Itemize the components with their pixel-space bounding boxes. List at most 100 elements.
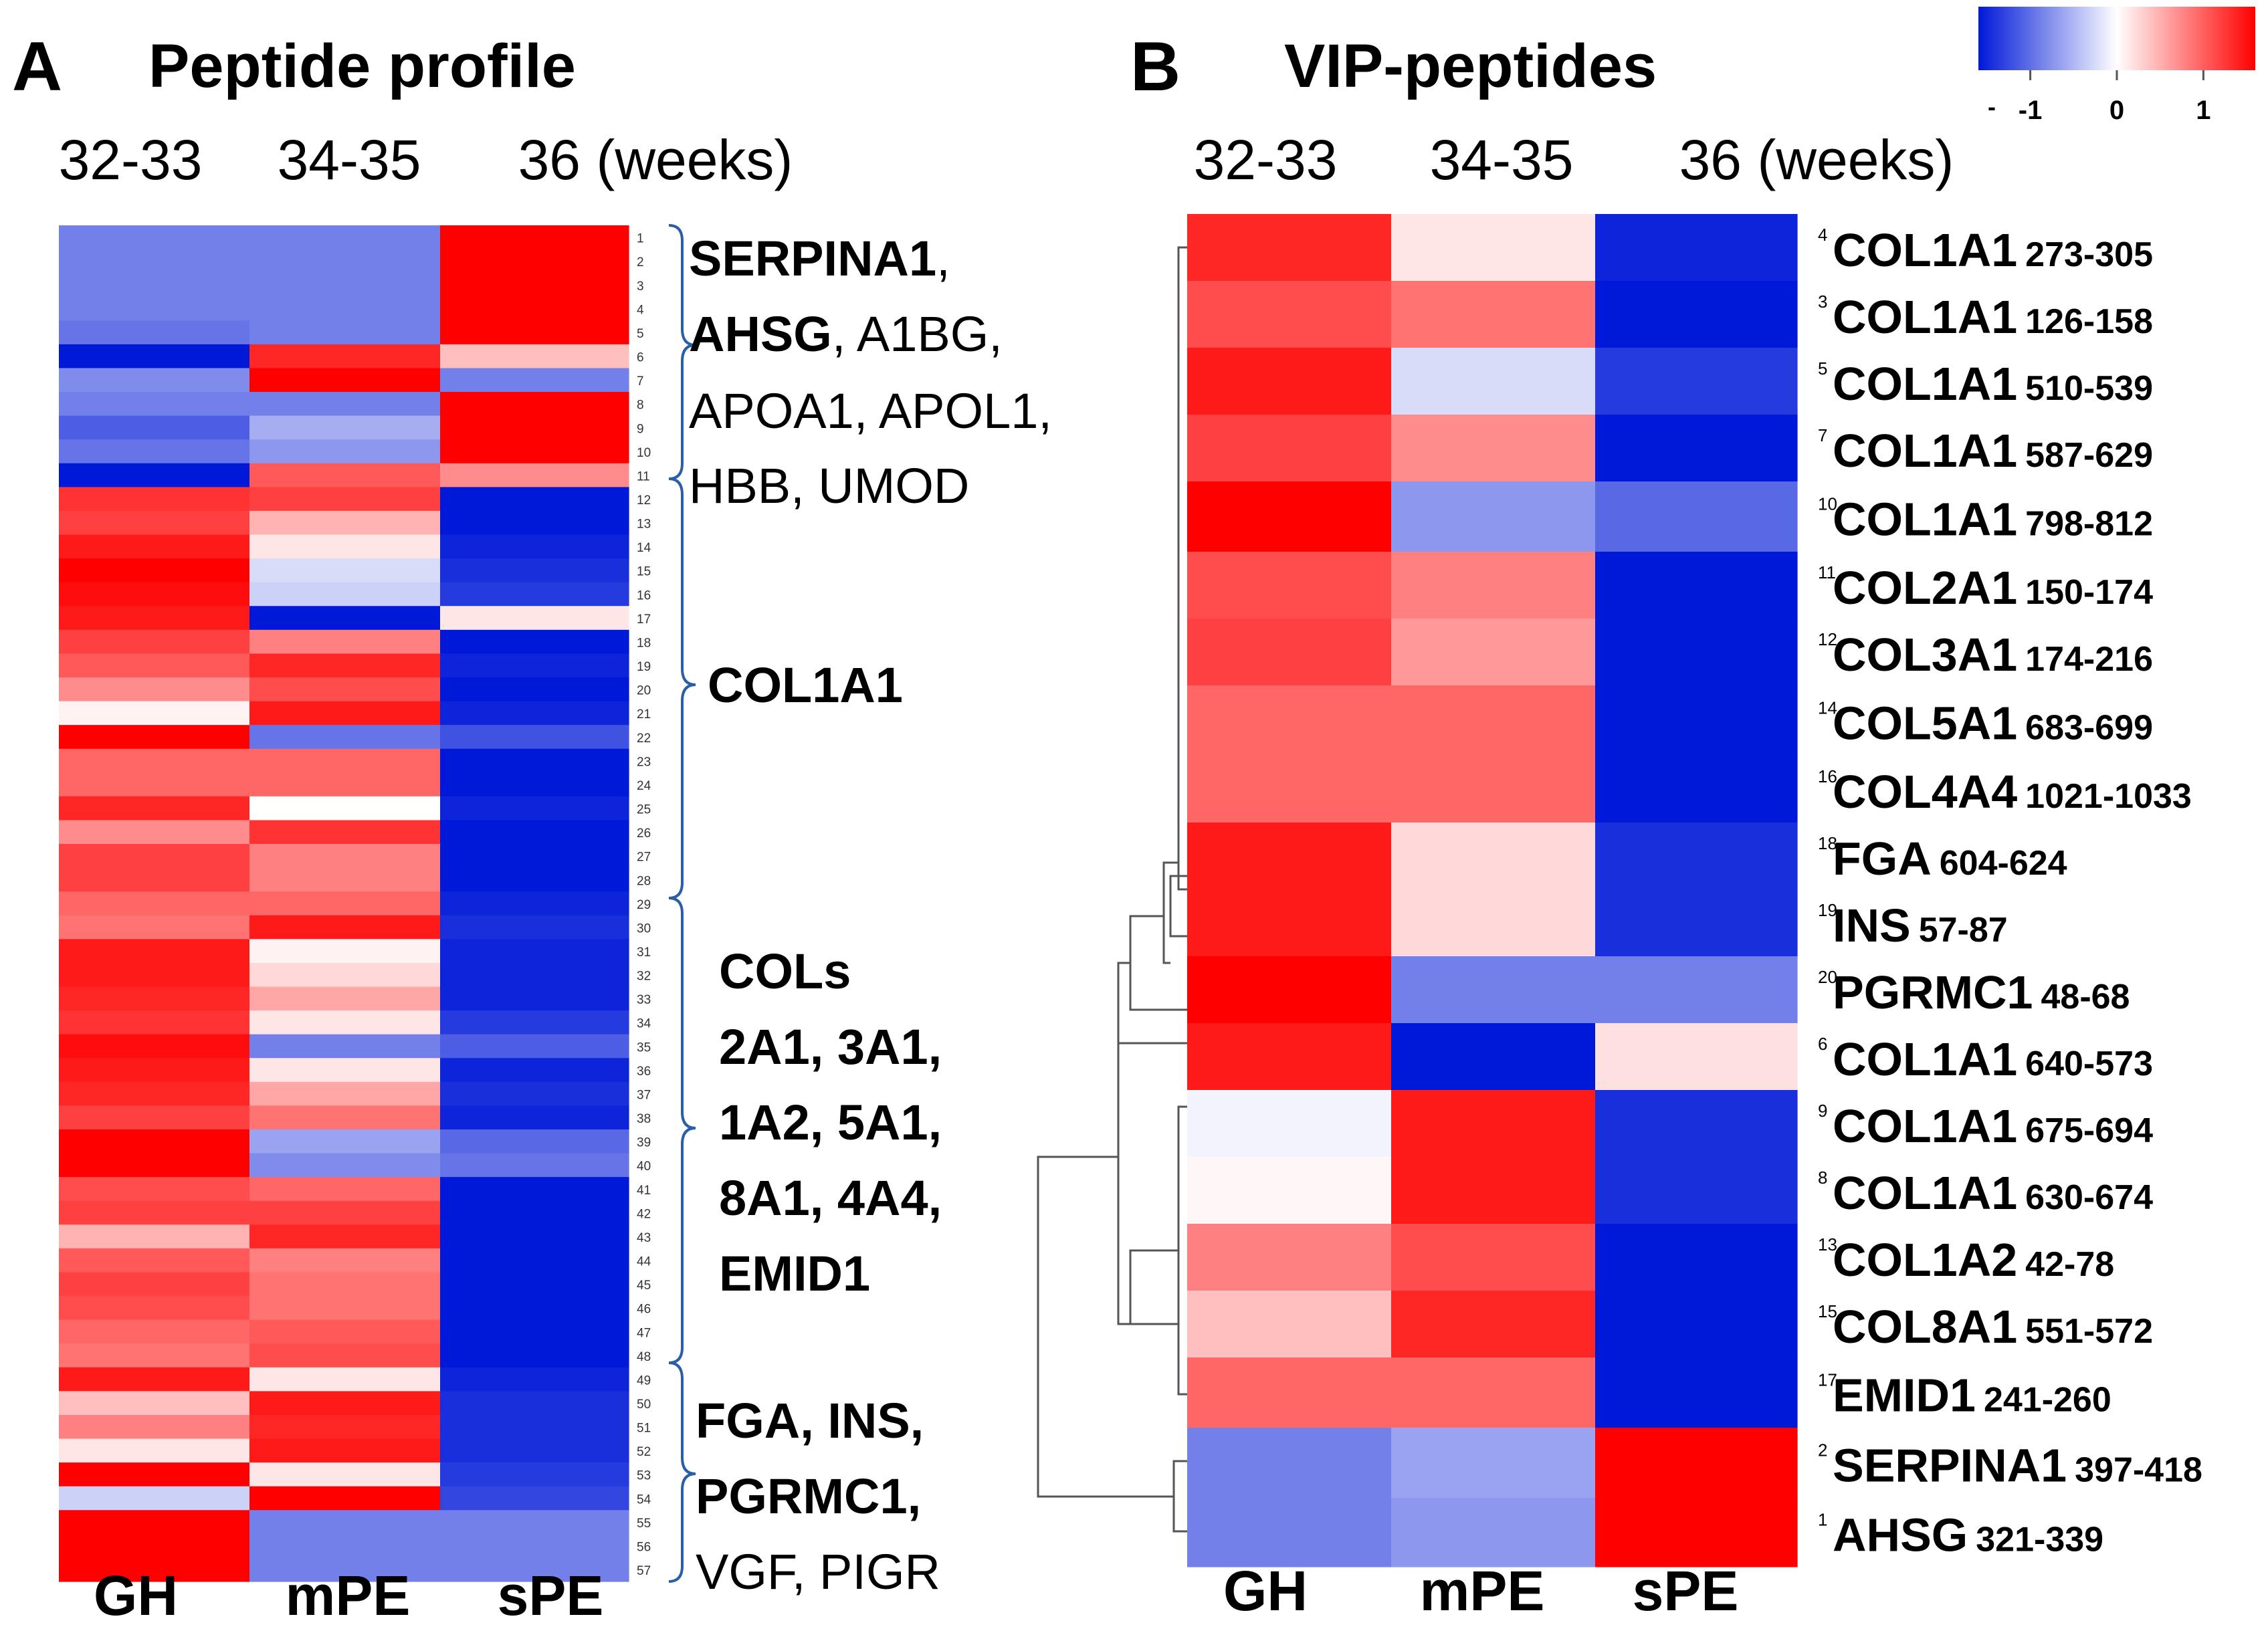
panel-a-row-label: 35 xyxy=(637,1040,651,1055)
panel-b-title: VIP-peptides xyxy=(1284,32,1657,100)
panel-b-row-protein: COL1A1 xyxy=(1833,224,2017,276)
panel-a-cell-r11-c1 xyxy=(59,463,250,487)
panel-a-cell-r10-c3 xyxy=(440,439,629,464)
panel-b-cell-r3-c3 xyxy=(1595,348,1798,415)
panel-b-row-protein: COL1A1 xyxy=(1833,1033,2017,1085)
panel-a-cell-r33-c2 xyxy=(249,986,441,1011)
panel-a-cell-r34-c1 xyxy=(59,1010,250,1035)
group-3-line-2: 2A1, 3A1, xyxy=(719,1019,942,1075)
panel-a-cell-r55-c1 xyxy=(59,1510,250,1535)
panel-b-row-label: COL5A1 683-699 xyxy=(1833,697,2153,750)
panel-a-cell-r39-c1 xyxy=(59,1129,250,1154)
panel-b-row-range: 510-539 xyxy=(2025,369,2153,408)
group-2-label: COL1A1 xyxy=(708,657,903,713)
panel-a-cell-r8-c2 xyxy=(249,392,441,417)
panel-a-cell-r32-c3 xyxy=(440,962,629,988)
panel-b-cell-r9-c2 xyxy=(1391,756,1596,823)
panel-b-cell-r5-c1 xyxy=(1187,481,1392,552)
panel-b-cell-r10-c3 xyxy=(1595,823,1798,890)
panel-b-cell-r5-c2 xyxy=(1391,481,1596,552)
panel-a-row-label: 25 xyxy=(637,803,651,817)
panel-b-cell-r5-c3 xyxy=(1595,481,1798,552)
panel-a-cell-r50-c1 xyxy=(59,1391,250,1416)
panel-b-cell-r17-c2 xyxy=(1391,1291,1596,1358)
panel-b-row-label: COL4A4 1021-1033 xyxy=(1833,766,2192,818)
colorbar-minus-prefix: - xyxy=(1988,93,1996,120)
panel-b-cell-r18-c2 xyxy=(1391,1357,1596,1428)
panel-b-row-label: COL1A1 510-539 xyxy=(1833,358,2153,410)
panel-a-row-label: 38 xyxy=(637,1112,651,1126)
panel-a-cell-r43-c2 xyxy=(249,1224,441,1249)
panel-a-cell-r20-c1 xyxy=(59,677,250,702)
group-4-line-1: FGA, INS, xyxy=(696,1393,924,1448)
panel-b-row-protein: SERPINA1 xyxy=(1833,1440,2067,1492)
panel-b-row-protein: COL3A1 xyxy=(1833,629,2017,681)
panel-a-cell-r6-c2 xyxy=(249,344,441,369)
panel-a-cell-r43-c1 xyxy=(59,1224,250,1249)
panel-a-cell-r50-c2 xyxy=(249,1391,441,1416)
panel-a-cell-r41-c2 xyxy=(249,1177,441,1202)
panel-a-cell-r3-c3 xyxy=(440,273,629,298)
panel-b-row-protein: EMID1 xyxy=(1833,1370,1976,1422)
panel-a-row-label: 1 xyxy=(637,232,644,246)
panel-b-row-range: 57-87 xyxy=(1919,911,2008,950)
panel-a-cell-r24-c3 xyxy=(440,772,629,797)
panel-a-row-label: 10 xyxy=(637,446,651,460)
panel-a-row-label: 51 xyxy=(637,1422,651,1436)
panel-b-row-number: 12 xyxy=(1818,629,1837,649)
panel-a-cell-r2-c2 xyxy=(249,249,441,273)
panel-a-cell-r31-c1 xyxy=(59,939,250,964)
panel-b-row-label: COL3A1 174-216 xyxy=(1833,629,2153,681)
panel-a-cell-r20-c3 xyxy=(440,677,629,702)
dendro-branch-mid xyxy=(1117,1003,1130,1325)
panel-a-row-label: 45 xyxy=(637,1279,651,1293)
group-1-line-2: AHSG, A1BG, xyxy=(689,306,1003,362)
panel-a-cell-r26-c3 xyxy=(440,820,629,845)
dendro-branch-fga-ins xyxy=(1169,875,1187,938)
panel-b-row-number: 10 xyxy=(1818,494,1837,514)
panel-a-cell-r16-c2 xyxy=(249,582,441,607)
panel-b-cell-r7-c1 xyxy=(1187,619,1392,686)
panel-a-cell-r52-c2 xyxy=(249,1438,441,1463)
bracket-group-1 xyxy=(668,224,696,480)
panel-b-row-protein: COL1A1 xyxy=(1833,291,2017,343)
panel-a-row-label: 52 xyxy=(637,1445,651,1459)
panel-a-row-label: 33 xyxy=(637,993,651,1007)
panel-a-row-label: 37 xyxy=(637,1088,651,1102)
panel-a-cell-r31-c2 xyxy=(249,939,441,964)
panel-a-cell-r10-c1 xyxy=(59,439,250,464)
panel-b-row-number: 5 xyxy=(1818,358,1827,378)
panel-b-cell-r3-c2 xyxy=(1391,348,1596,415)
panel-a-cell-r17-c2 xyxy=(249,606,441,631)
panel-a-row-label: 11 xyxy=(637,469,650,483)
panel-a-cell-r19-c2 xyxy=(249,653,441,678)
panel-b-row-range: 683-699 xyxy=(2025,709,2153,748)
panel-a-cell-r26-c2 xyxy=(249,820,441,845)
panel-b-cell-r8-c1 xyxy=(1187,685,1392,756)
panel-b-row-number: 18 xyxy=(1818,833,1837,853)
panel-a-cell-r46-c2 xyxy=(249,1296,441,1321)
panel-a-cell-r51-c1 xyxy=(59,1414,250,1440)
panel-a-cell-r51-c2 xyxy=(249,1414,441,1440)
panel-a-row-label: 29 xyxy=(637,898,651,912)
panel-b-row-range: 241-260 xyxy=(1984,1381,2111,1420)
panel-a-cell-r13-c2 xyxy=(249,510,441,536)
panel-b-row-protein: COL1A1 xyxy=(1833,425,2017,477)
panel-b-row-label: COL1A1 587-629 xyxy=(1833,425,2153,477)
panel-b-row-protein: COL5A1 xyxy=(1833,697,2017,750)
panel-a-cell-r53-c3 xyxy=(440,1462,629,1487)
panel-b-cell-r18-c1 xyxy=(1187,1357,1392,1428)
panel-a-cell-r56-c1 xyxy=(59,1533,250,1559)
panel-b-row-label: COL1A1 273-305 xyxy=(1833,224,2153,276)
panel-a-cell-r5-c2 xyxy=(249,320,441,345)
panel-a-cell-r52-c3 xyxy=(440,1438,629,1463)
panel-a-row-label: 41 xyxy=(637,1184,651,1198)
panel-b-cell-r4-c3 xyxy=(1595,415,1798,482)
panel-a-cell-r37-c1 xyxy=(59,1081,250,1107)
panel-a-cell-r30-c1 xyxy=(59,915,250,940)
panel-b-cell-r1-c1 xyxy=(1187,214,1392,282)
panel-a-cell-r12-c2 xyxy=(249,487,441,512)
panel-a-cell-r7-c3 xyxy=(440,368,629,393)
panel-b-cell-r11-c3 xyxy=(1595,889,1798,957)
panel-b-cell-r1-c2 xyxy=(1391,214,1596,282)
